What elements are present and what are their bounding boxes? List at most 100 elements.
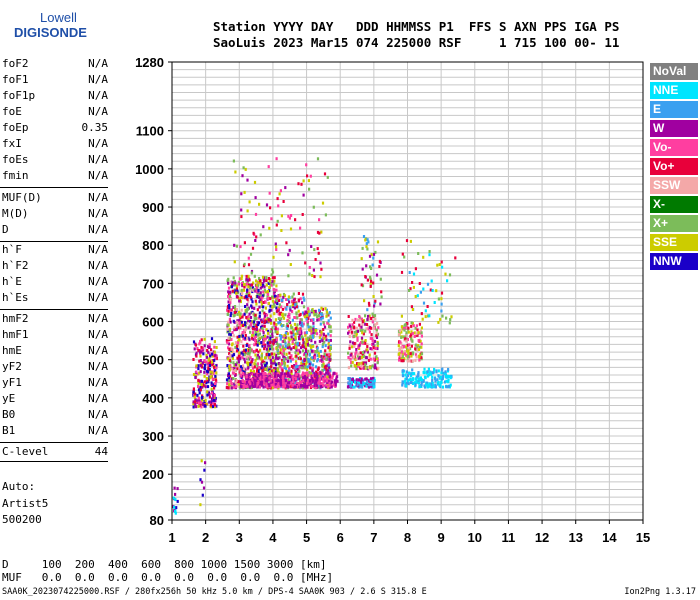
- echo-point: [366, 365, 369, 369]
- echo-point: [239, 357, 242, 361]
- echo-point: [268, 226, 271, 230]
- echo-point: [280, 305, 283, 309]
- echo-point: [249, 319, 252, 323]
- echo-point: [228, 374, 232, 378]
- echo-point: [443, 372, 446, 376]
- echo-point: [226, 327, 229, 331]
- echo-point: [243, 190, 246, 194]
- echo-point: [358, 315, 361, 318]
- echo-point: [318, 218, 321, 222]
- echo-point: [353, 342, 356, 345]
- echo-point: [334, 383, 337, 387]
- parameter-row: hmE N/A: [2, 343, 108, 359]
- echo-point: [277, 383, 280, 386]
- echo-point: [260, 335, 264, 339]
- echo-point: [261, 360, 264, 364]
- echo-point: [275, 245, 278, 249]
- echo-point: [240, 277, 243, 280]
- echo-point: [250, 383, 254, 387]
- echo-point: [313, 275, 316, 279]
- auto-label: Auto:: [2, 480, 36, 493]
- echo-point: [254, 380, 257, 384]
- echo-point: [273, 338, 276, 342]
- echo-point: [355, 334, 358, 338]
- echo-point: [398, 358, 401, 362]
- echo-point: [406, 347, 409, 351]
- echo-point: [284, 313, 287, 317]
- echo-point: [244, 167, 247, 171]
- echo-point: [258, 342, 261, 345]
- echo-point: [271, 347, 274, 351]
- echo-point: [445, 379, 448, 383]
- parameter-row: B0 N/A: [2, 407, 108, 423]
- echo-point: [249, 350, 252, 354]
- echo-point: [360, 283, 363, 287]
- echo-point: [283, 366, 286, 370]
- echo-point: [252, 320, 255, 324]
- echo-point: [199, 370, 202, 374]
- echo-point: [347, 381, 350, 385]
- echo-point: [301, 373, 304, 377]
- echo-point: [315, 383, 319, 387]
- echo-point: [228, 296, 231, 300]
- echo-point: [413, 335, 416, 338]
- echo-point: [310, 346, 313, 350]
- echo-point: [372, 382, 375, 386]
- echo-point: [292, 305, 295, 309]
- echo-point: [316, 230, 320, 234]
- echo-point: [239, 245, 242, 249]
- echo-point: [300, 361, 303, 365]
- echo-point: [375, 332, 378, 335]
- echo-point: [424, 315, 427, 319]
- echo-point: [320, 230, 323, 234]
- echo-point: [203, 344, 206, 348]
- echo-point: [255, 342, 258, 346]
- echo-point: [206, 385, 210, 389]
- parameter-value: N/A: [88, 137, 108, 150]
- echo-point: [316, 349, 319, 352]
- echo-point: [242, 344, 245, 348]
- echo-point: [369, 336, 372, 340]
- echo-point: [268, 370, 272, 374]
- echo-point: [274, 376, 277, 380]
- echo-point: [287, 378, 290, 382]
- echo-point: [286, 327, 289, 331]
- echo-point: [227, 309, 230, 313]
- echo-point: [204, 461, 207, 465]
- echo-point: [327, 342, 330, 346]
- echo-point: [211, 352, 214, 356]
- echo-point: [329, 352, 332, 356]
- echo-point: [269, 336, 272, 340]
- echo-point: [248, 294, 251, 297]
- echo-point: [244, 348, 247, 352]
- echo-point: [397, 344, 400, 348]
- echo-point: [283, 384, 287, 388]
- echo-point: [262, 382, 265, 386]
- echo-point: [364, 355, 367, 359]
- parameter-name: B1: [2, 424, 16, 437]
- echo-point: [204, 385, 207, 389]
- echo-point: [415, 332, 418, 336]
- echo-point: [351, 318, 354, 322]
- echo-point: [407, 378, 410, 382]
- echo-point: [314, 340, 317, 344]
- echo-point: [267, 329, 270, 333]
- echo-point: [431, 382, 434, 385]
- echo-point: [239, 373, 242, 377]
- echo-point: [366, 308, 369, 312]
- echo-point: [303, 315, 307, 319]
- echo-point: [449, 376, 452, 380]
- echo-point: [250, 297, 253, 301]
- parameter-row: foE N/A: [2, 104, 108, 120]
- echo-point: [428, 371, 431, 375]
- echo-point: [349, 353, 352, 357]
- parameter-name: foEp: [2, 121, 29, 134]
- echo-point: [227, 376, 230, 380]
- echo-point: [202, 486, 206, 490]
- echo-point: [437, 374, 440, 378]
- echo-point: [424, 376, 427, 380]
- echo-point: [251, 246, 255, 250]
- echo-point: [419, 329, 422, 333]
- echo-point: [208, 360, 211, 364]
- echo-point: [301, 335, 304, 339]
